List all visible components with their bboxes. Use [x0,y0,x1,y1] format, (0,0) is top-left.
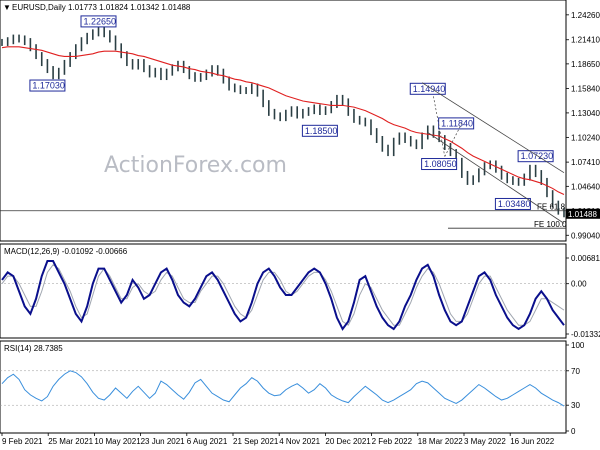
macd-main-line [1,260,565,331]
watermark: ActionForex.com [104,153,287,178]
price-annotation: 1.03480 [494,197,531,210]
annotation-label: 1.14940 [413,84,446,94]
channel-lower-line [427,132,565,224]
price-panel [0,0,567,242]
rsi-y-tick: 70 [571,367,580,376]
price-layer: FE 61.8 FE 100.0 1.22650 1.17030 1.18500 1.14… [0,15,567,229]
price-y-tick: 1.15840 [571,84,600,93]
price-annotation: 1.11840 [438,117,475,130]
x-tick-label: 16 Jun 2022 [510,437,555,446]
macd-y-tick: 0.00681 [571,254,600,263]
x-tick-label: 20 Dec 2021 [325,437,371,446]
price-y-tick: 1.04640 [571,182,600,191]
rsi-y-tick: 30 [571,401,580,410]
price-y-tick: 0.99040 [571,231,600,240]
x-tick-label: 23 Jun 2021 [141,437,186,446]
x-tick-label: 10 May 2021 [94,437,141,446]
price-annotation: 1.14940 [409,82,446,95]
x-tick-label: 4 Nov 2021 [279,437,320,446]
price-annotation: 1.17030 [29,79,66,92]
x-tick-label: 9 Feb 2021 [2,437,43,446]
macd-y-tick: -0.013329 [571,330,600,339]
annotation-label: 1.11840 [441,118,473,128]
rsi-line [1,370,565,407]
macd-panel [0,243,567,339]
channel-upper-line [421,82,565,174]
price-annotation: 1.07230 [517,150,554,163]
price-annotation: 1.22650 [80,15,117,28]
x-tick-label: 6 Aug 2021 [187,437,228,446]
annotation-label: 1.08050 [424,159,457,169]
fe-level-label: FE 100.0 [534,220,567,229]
price-y-tick: 1.07410 [571,158,600,167]
rsi-layer [0,370,566,407]
x-tick-label: 18 Mar 2022 [418,437,463,446]
current-price-label: 1.01488 [568,210,597,219]
axis-layer: 1.24260 1.21410 1.18650 1.15840 1.13040 1.102… [1,11,600,446]
price-annotation: 1.08050 [421,158,458,171]
price-y-tick: 1.21410 [571,36,600,45]
rsi-panel [0,340,567,434]
x-tick-label: 3 May 2022 [464,437,506,446]
triangle-down-icon[interactable]: ▼ [3,3,11,12]
x-tick-label: 25 Mar 2021 [48,437,93,446]
price-y-tick: 1.10240 [571,133,600,142]
annotation-label: 1.22650 [84,16,117,26]
macd-layer [0,260,566,331]
macd-label: MACD(12,26,9) -0.01092 -0.00666 [4,247,128,256]
rsi-label: RSI(14) 28.7385 [4,344,63,353]
annotation-label: 1.17030 [32,81,65,91]
x-tick-label: 21 Sep 2021 [233,437,279,446]
annotation-label: 1.03480 [498,199,531,209]
price-y-tick: 1.13040 [571,109,600,118]
price-annotation: 1.18500 [301,124,338,137]
current-price-box [566,208,600,219]
macd-signal-line [1,264,565,326]
macd-y-tick: 0.00 [571,280,587,289]
price-y-tick: 1.24260 [571,11,600,20]
chart-title: EURUSD,Daily [12,3,66,12]
x-tick-label: 2 Feb 2022 [372,437,413,446]
rsi-y-tick: 100 [571,341,585,350]
annotation-label: 1.07230 [521,151,554,161]
annotation-label: 1.18500 [305,126,338,136]
moving-average-line [1,46,565,196]
price-y-tick: 1.18650 [571,60,600,69]
rsi-y-tick: 0 [571,427,576,436]
ohlc-readout: 1.01773 1.01824 1.01342 1.01488 [68,3,191,12]
fe-level-label: FE 61.8 [537,203,566,212]
